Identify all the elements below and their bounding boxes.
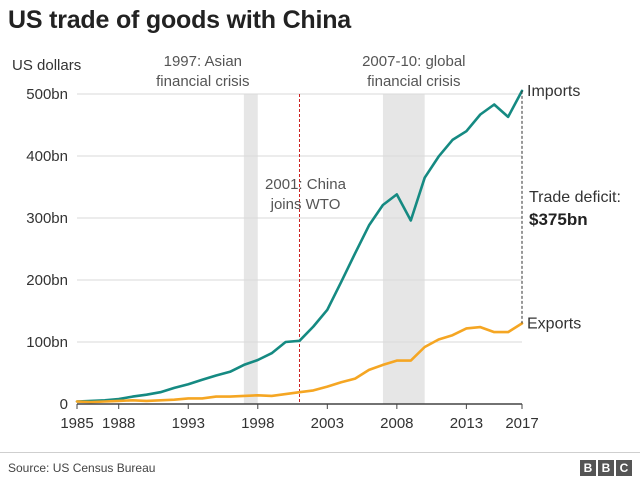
x-tick-label: 1998	[241, 415, 274, 432]
wto-label: 2001: China	[265, 176, 347, 193]
y-tick-label: 100bn	[26, 334, 68, 351]
crisis-label: 2007-10: global	[362, 53, 465, 70]
bbc-logo-letter: C	[616, 460, 632, 476]
y-tick-label: 400bn	[26, 148, 68, 165]
crisis-label: financial crisis	[367, 73, 460, 90]
x-tick-label: 1993	[172, 415, 205, 432]
y-tick-label: 500bn	[26, 86, 68, 103]
crisis-shade	[243, 94, 258, 404]
crisis-shade	[382, 94, 425, 404]
shaded-periods	[243, 94, 425, 404]
deficit-value: $375bn	[529, 210, 588, 229]
x-tick-label: 1985	[60, 415, 93, 432]
x-tick-label: 1988	[102, 415, 135, 432]
wto-label: joins WTO	[270, 196, 341, 213]
trade-chart: 0 100bn 200bn 300bn 400bn 500bn US dollars 1985…	[12, 53, 621, 432]
crisis-label: 1997: Asian	[164, 53, 242, 70]
bbc-logo-letter: B	[580, 460, 596, 476]
annotations: 1997: Asian financial crisis 2007-10: glob…	[156, 53, 621, 332]
chart-title: US trade of goods with China	[8, 6, 352, 34]
imports-legend-label: Imports	[527, 83, 580, 100]
series-lines	[75, 89, 524, 404]
x-tick-label: 2003	[311, 415, 344, 432]
deficit-label: Trade deficit:	[529, 189, 621, 206]
bbc-logo: B B C	[580, 460, 632, 476]
x-tick-label: 2017	[505, 415, 538, 432]
imports-line	[75, 89, 524, 403]
crisis-label: financial crisis	[156, 73, 249, 90]
x-tick-label: 2013	[450, 415, 483, 432]
y-tick-label: 200bn	[26, 272, 68, 289]
y-axis-label: US dollars	[12, 57, 81, 74]
bbc-logo-letter: B	[598, 460, 614, 476]
source-note: Source: US Census Bureau	[8, 461, 156, 475]
y-tick-label: 300bn	[26, 210, 68, 227]
x-tick-label: 2008	[380, 415, 413, 432]
exports-legend-label: Exports	[527, 315, 581, 332]
axes: 0 100bn 200bn 300bn 400bn 500bn US dollars 1985…	[12, 57, 539, 432]
footer-divider	[0, 452, 640, 453]
exports-line	[75, 322, 524, 404]
y-tick-label: 0	[60, 396, 68, 413]
